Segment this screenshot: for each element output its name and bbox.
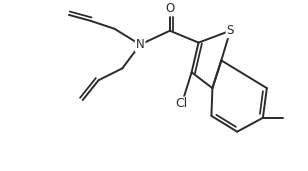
Text: S: S [226,24,234,37]
Text: N: N [136,38,144,51]
Text: Cl: Cl [176,97,188,110]
Text: O: O [165,2,174,15]
